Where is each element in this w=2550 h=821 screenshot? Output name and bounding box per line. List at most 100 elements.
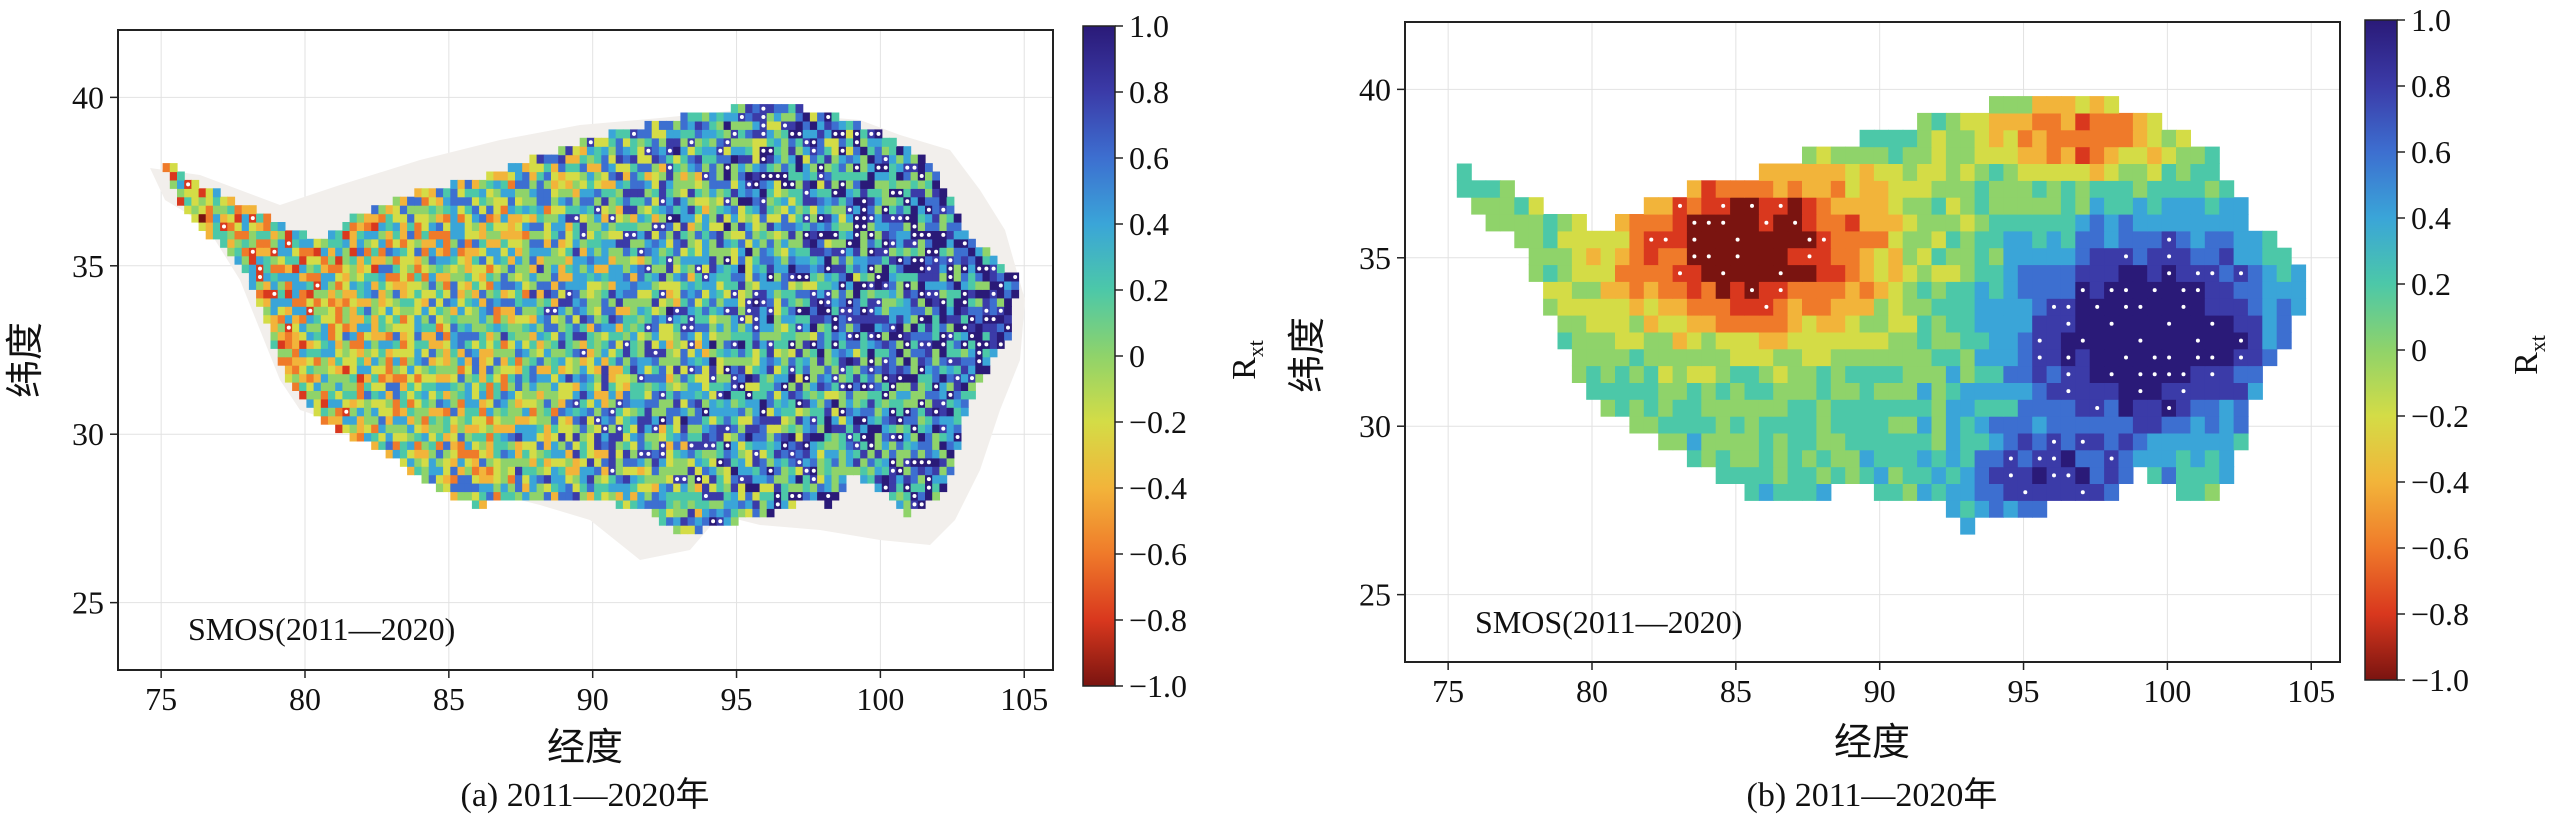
raster-cell [328, 247, 336, 256]
raster-cell [824, 205, 832, 214]
raster-cell [702, 517, 710, 526]
raster-cell [875, 323, 883, 332]
raster-cell [594, 424, 602, 433]
raster-cell [903, 172, 911, 181]
raster-cell [1773, 349, 1788, 366]
raster-cell [745, 104, 753, 113]
raster-cell [1816, 399, 1831, 416]
raster-cell [659, 407, 667, 416]
raster-cell [925, 357, 933, 366]
raster-cell [983, 247, 991, 256]
raster-cell [875, 390, 883, 399]
raster-cell [673, 273, 681, 282]
significance-dot [574, 401, 578, 405]
raster-cell [788, 256, 796, 265]
raster-cell [695, 113, 703, 122]
raster-cell [774, 214, 782, 223]
raster-cell [486, 172, 494, 181]
raster-cell [594, 399, 602, 408]
significance-dot [826, 267, 830, 271]
raster-cell [673, 357, 681, 366]
raster-cell [465, 357, 473, 366]
raster-cell [1701, 298, 1716, 315]
raster-cell [1759, 399, 1774, 416]
raster-cell [522, 441, 530, 450]
raster-cell [414, 340, 422, 349]
raster-cell [479, 399, 487, 408]
significance-dot [668, 258, 672, 262]
raster-cell [544, 197, 552, 206]
raster-cell [652, 399, 660, 408]
raster-cell [342, 281, 350, 290]
raster-cell [637, 188, 645, 197]
raster-cell [594, 382, 602, 391]
raster-cell [616, 340, 624, 349]
raster-cell [666, 348, 674, 357]
raster-cell [443, 230, 451, 239]
raster-cell [702, 340, 710, 349]
raster-cell [803, 281, 811, 290]
raster-cell [2147, 450, 2162, 467]
raster-cell [867, 155, 875, 164]
raster-cell [537, 315, 545, 324]
raster-cell [2047, 332, 2062, 349]
raster-cell [544, 433, 552, 442]
raster-cell [774, 332, 782, 341]
raster-cell [709, 146, 717, 155]
significance-dot [675, 477, 679, 481]
significance-dot [316, 284, 320, 288]
raster-cell [601, 483, 609, 492]
raster-cell [2119, 315, 2134, 332]
raster-cell [630, 424, 638, 433]
raster-cell [544, 407, 552, 416]
raster-cell [407, 365, 415, 374]
significance-dot [805, 233, 809, 237]
raster-cell [623, 483, 631, 492]
raster-cell [702, 508, 710, 517]
raster-cell [824, 466, 832, 475]
raster-cell [479, 357, 487, 366]
significance-dot [913, 460, 917, 464]
raster-cell [745, 340, 753, 349]
raster-cell [1716, 416, 1731, 433]
significance-dot [963, 326, 967, 330]
raster-cell [465, 416, 473, 425]
raster-cell [393, 281, 401, 290]
raster-cell [745, 449, 753, 458]
raster-cell [400, 374, 408, 383]
raster-cell [573, 289, 581, 298]
raster-cell [630, 256, 638, 265]
raster-cell [1845, 450, 1860, 467]
raster-cell [709, 172, 717, 181]
raster-cell [1946, 315, 1961, 332]
raster-cell [738, 256, 746, 265]
x-tick-label: 85 [433, 681, 465, 717]
raster-cell [1572, 265, 1587, 282]
raster-cell [1960, 433, 1975, 450]
raster-cell [314, 273, 322, 282]
significance-dot [891, 410, 895, 414]
raster-cell [839, 416, 847, 425]
raster-a [163, 104, 1020, 534]
raster-cell [544, 424, 552, 433]
raster-cell [587, 298, 595, 307]
raster-cell [1644, 416, 1659, 433]
raster-cell [918, 466, 926, 475]
raster-cell [716, 163, 724, 172]
raster-cell [2133, 450, 2148, 467]
raster-cell [803, 129, 811, 138]
raster-cell [918, 348, 926, 357]
raster-cell [242, 205, 250, 214]
raster-cell [443, 365, 451, 374]
raster-cell [1860, 433, 1875, 450]
raster-cell [371, 399, 379, 408]
raster-cell [529, 492, 537, 501]
raster-cell [522, 197, 530, 206]
significance-dot [984, 317, 988, 321]
raster-cell [839, 197, 847, 206]
raster-cell [364, 247, 372, 256]
raster-cell [235, 256, 243, 265]
raster-cell [954, 264, 962, 273]
raster-cell [350, 365, 358, 374]
raster-cell [803, 475, 811, 484]
